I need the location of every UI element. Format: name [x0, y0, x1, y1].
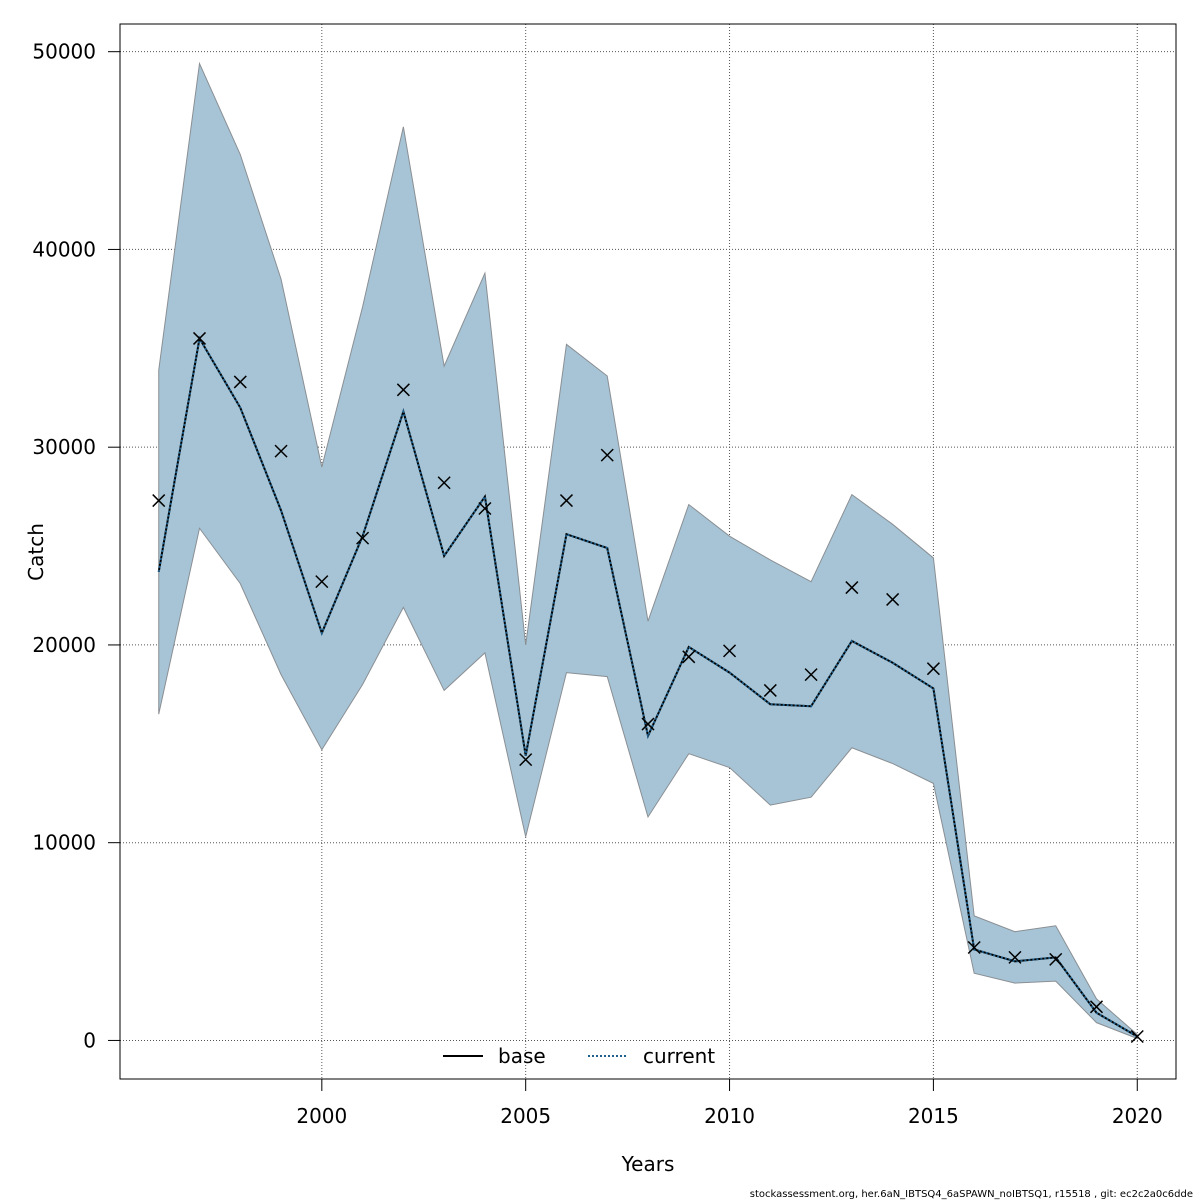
grid [120, 24, 1176, 1079]
observed-point [641, 717, 655, 731]
x-tick-label: 2010 [704, 1104, 755, 1128]
series-line-current [157, 335, 1138, 1038]
observed-point [845, 581, 859, 595]
x-tick-label: 2020 [1112, 1104, 1163, 1128]
observed-point [1130, 1029, 1144, 1044]
observed-point [682, 650, 696, 664]
observed-point [926, 662, 940, 676]
observed-point [967, 940, 981, 955]
legend: base current [443, 1044, 715, 1068]
y-tick-label: 50000 [32, 40, 96, 64]
observed-point [1089, 1000, 1104, 1014]
x-tick-label: 2015 [908, 1104, 959, 1128]
y-axis-label: Catch [24, 523, 48, 581]
observed-point [519, 753, 533, 767]
observed-point [274, 444, 288, 458]
observed-point [1008, 950, 1022, 964]
x-axis: 2000 2005 2010 2015 2020 [296, 1079, 1163, 1128]
observed-point [192, 331, 207, 345]
observed-point [1049, 952, 1063, 966]
observed-point [886, 592, 900, 606]
legend-label-base: base [498, 1044, 546, 1068]
observed-point [478, 501, 492, 516]
y-tick-label: 20000 [32, 633, 96, 657]
footnote: stockassessment.org, her.6aN_IBTSQ4_6aSP… [750, 1189, 1193, 1200]
observed-point [315, 575, 329, 589]
plot-frame [119, 23, 1177, 1080]
observed-point [396, 383, 410, 397]
y-tick-label: 10000 [32, 831, 96, 855]
observed-point [804, 668, 818, 682]
observed-point [356, 531, 370, 545]
y-tick-label: 40000 [32, 237, 96, 261]
y-tick-label: 0 [83, 1028, 96, 1052]
x-tick-label: 2005 [500, 1104, 551, 1128]
observed-point [152, 494, 166, 508]
observed-point [763, 683, 777, 697]
y-tick-label: 30000 [32, 435, 96, 459]
observed-point [437, 476, 451, 490]
x-axis-label: Years [621, 1152, 675, 1176]
observed-point [723, 644, 737, 658]
observed-point [233, 375, 247, 389]
confidence-band [158, 61, 1138, 1040]
x-tick-label: 2000 [296, 1104, 347, 1128]
observed-point [600, 448, 614, 462]
observed-point [559, 494, 573, 508]
legend-label-current: current [643, 1044, 715, 1068]
observed-markers [152, 331, 1144, 1044]
y-axis: 0 10000 20000 30000 40000 50000 [32, 40, 120, 1052]
